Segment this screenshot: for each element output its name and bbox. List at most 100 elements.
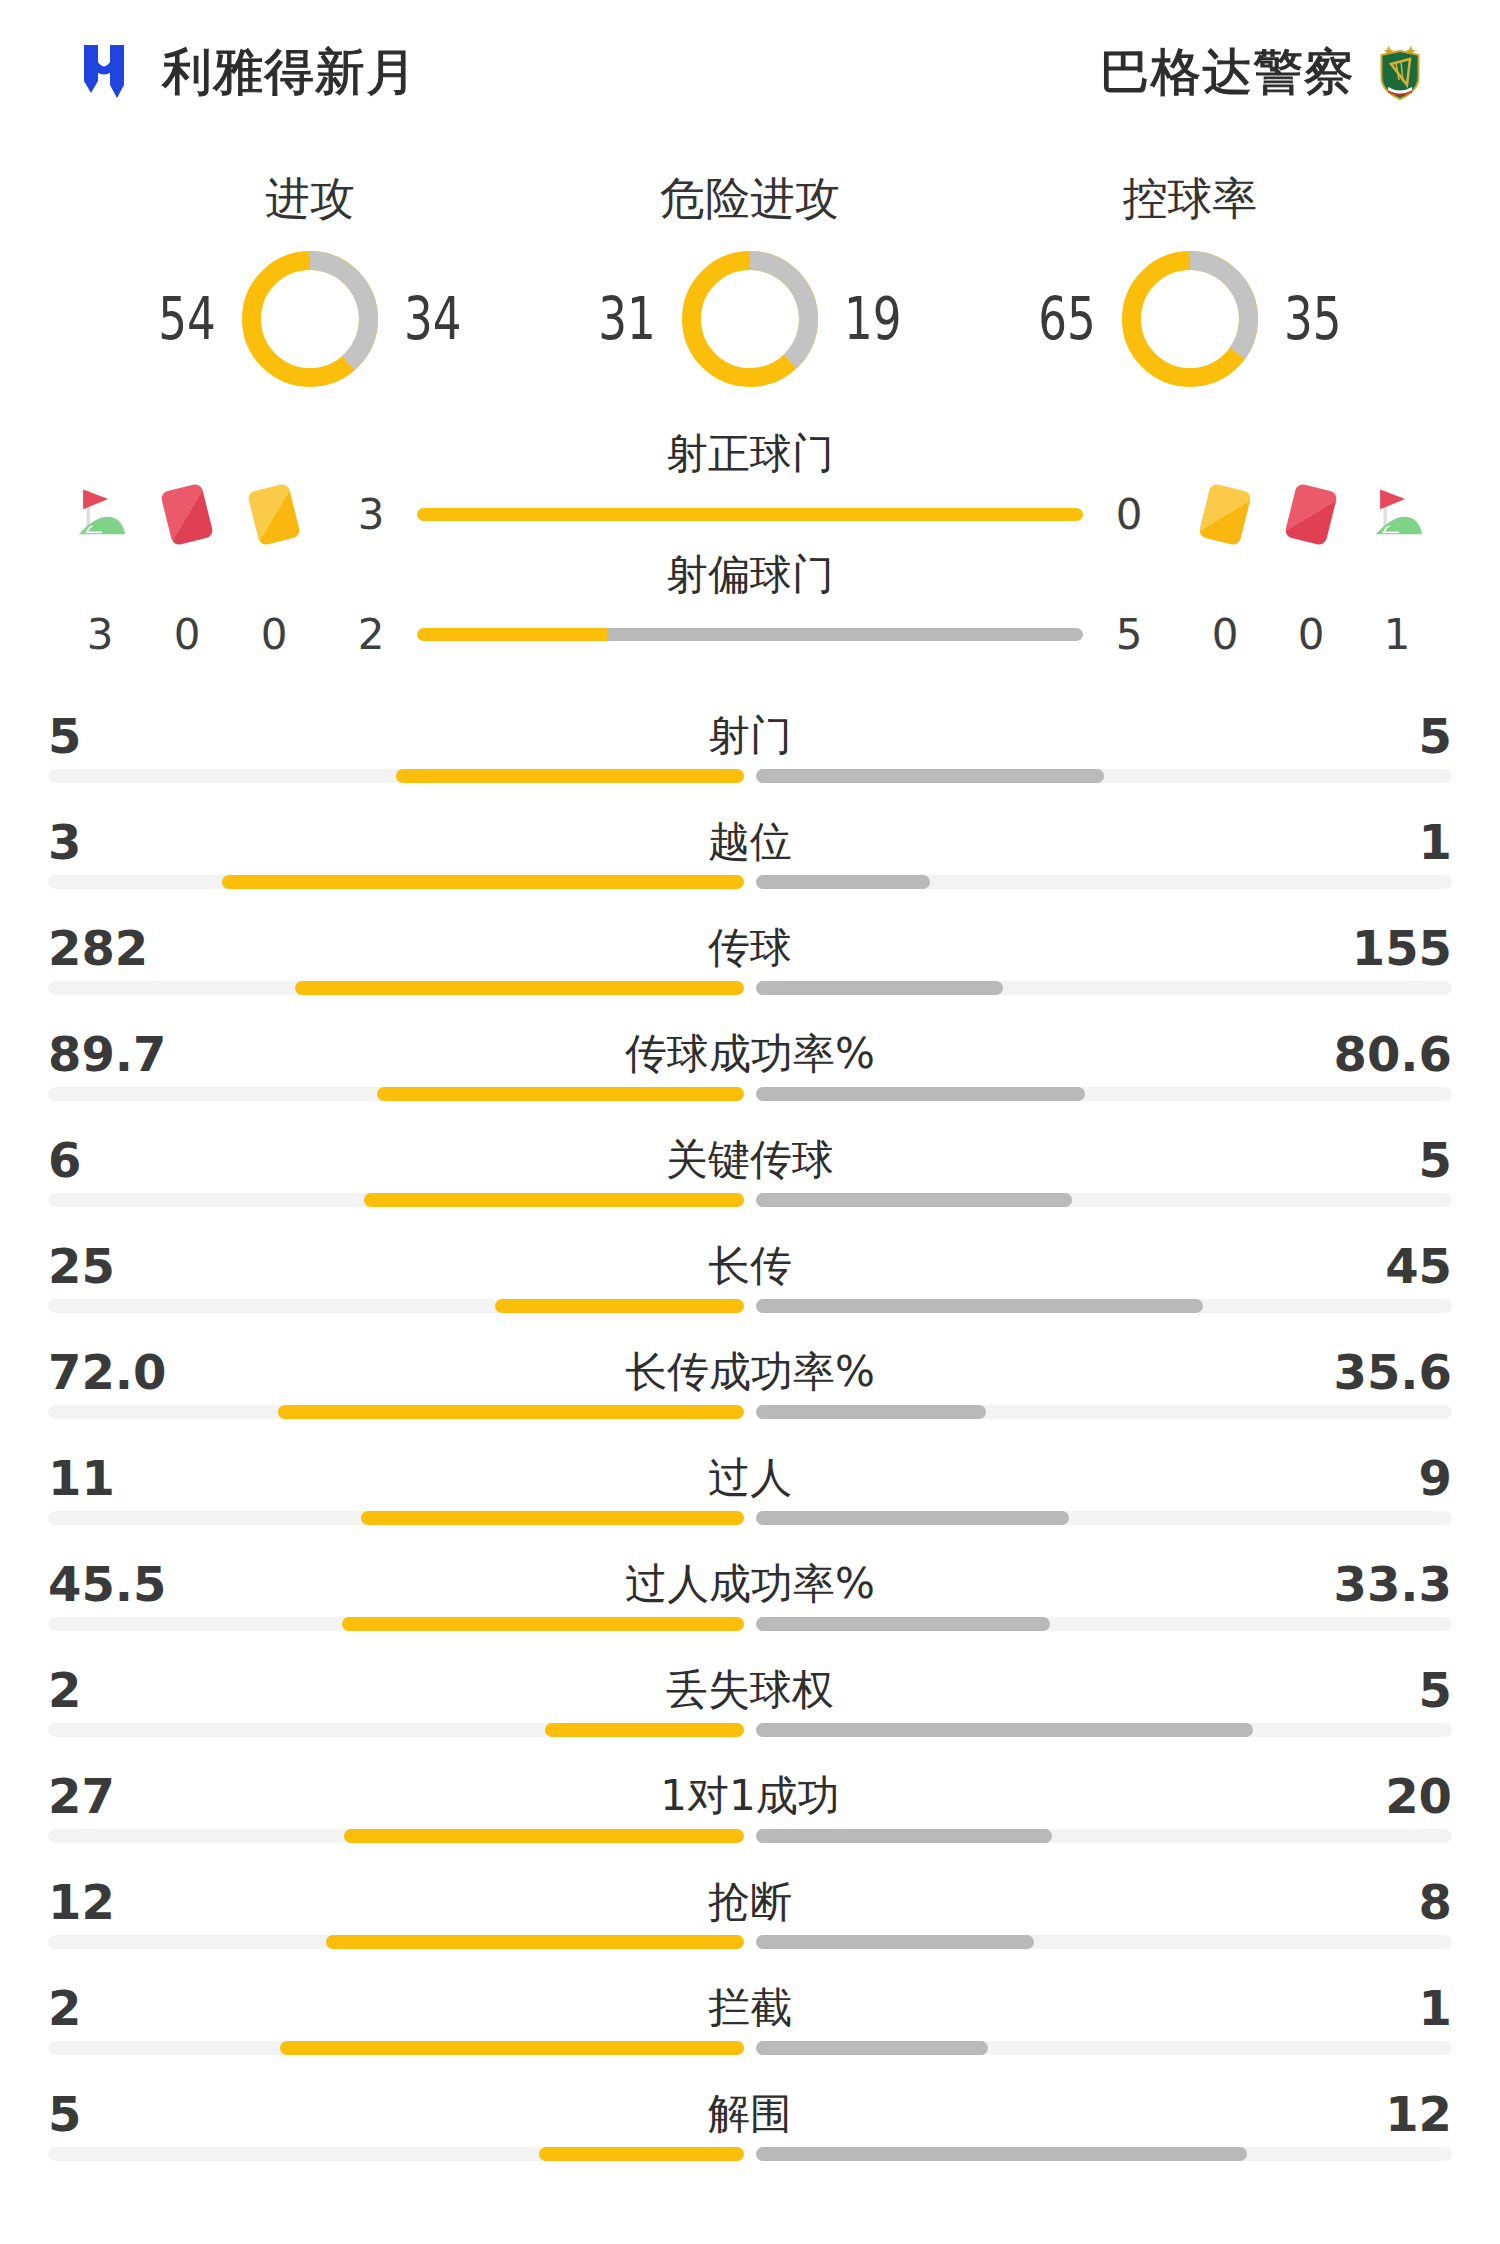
- stat-home-value: 6: [48, 1132, 81, 1188]
- stat-bars: [48, 1617, 1452, 1631]
- stat-away-bar: [756, 875, 930, 889]
- stat-label: 射门: [708, 708, 792, 764]
- shots-off-target-home-value: 2: [343, 610, 399, 659]
- stat-label: 过人: [708, 1450, 792, 1506]
- donut-chart: 3119: [530, 251, 970, 387]
- stat-away-bar: [756, 1829, 1052, 1843]
- stat-away-value: 80.6: [1334, 1026, 1452, 1082]
- stat-label: 过人成功率%: [625, 1556, 875, 1612]
- stat-bars: [48, 1193, 1452, 1207]
- away-team: 巴格达警察: [1100, 39, 1425, 106]
- donut-away-value: 35: [1284, 285, 1364, 353]
- stat-bars: [48, 1723, 1452, 1737]
- stat-home-value: 2: [48, 1980, 81, 2036]
- stat-away-value: 33.3: [1334, 1556, 1452, 1612]
- stat-label: 抢断: [708, 1874, 792, 1930]
- stat-away-bar: [756, 1723, 1253, 1737]
- home-yellow-cards-value: 0: [246, 610, 302, 659]
- stat-away-bar: [756, 1935, 1034, 1949]
- donut-labels: 进攻危险进攻控球率: [0, 176, 1500, 222]
- stat-row: 45.5 过人成功率% 33.3: [48, 1551, 1452, 1657]
- donut-chart: 65 35: [970, 251, 1410, 387]
- stat-label: 传球成功率%: [625, 1026, 875, 1082]
- stat-home-value: 282: [48, 920, 148, 976]
- shots-off-target-label: 射偏球门: [0, 552, 1500, 598]
- stat-away-bar: [756, 1617, 1050, 1631]
- stat-row: 25 长传 45: [48, 1233, 1452, 1339]
- away-red-card-icon: [1283, 487, 1339, 542]
- stat-home-value: 25: [48, 1238, 115, 1294]
- stat-bars: [48, 1935, 1452, 1949]
- stat-home-bar: [396, 769, 744, 783]
- stat-away-bar: [756, 981, 1003, 995]
- stat-home-value: 45.5: [48, 1556, 166, 1612]
- stat-away-value: 20: [1385, 1768, 1452, 1824]
- stat-away-bar: [756, 2041, 988, 2055]
- stat-label: 关键传球: [666, 1132, 834, 1188]
- stat-home-value: 2: [48, 1662, 81, 1718]
- donut-ring: [242, 251, 378, 387]
- away-yellow-card-icon: [1197, 487, 1253, 542]
- stat-home-bar: [377, 1087, 744, 1101]
- stat-home-value: 27: [48, 1768, 115, 1824]
- stat-home-value: 72.0: [48, 1344, 166, 1400]
- donut-charts: 54 34 3119 65 35: [0, 251, 1500, 387]
- home-corners-value: 3: [72, 610, 128, 659]
- stat-row: 89.7 传球成功率% 80.6: [48, 1021, 1452, 1127]
- stat-away-value: 5: [1419, 708, 1452, 764]
- stat-row: 11 过人 9: [48, 1445, 1452, 1551]
- donut-home-value: 65: [1016, 285, 1096, 353]
- home-team: 利雅得新月: [82, 39, 417, 106]
- stat-label: 长传成功率%: [625, 1344, 875, 1400]
- header: 利雅得新月 巴格达警察: [48, 40, 1452, 104]
- shots-off-target-bar: [417, 628, 1083, 641]
- shots-on-target-home-value: 3: [343, 490, 399, 539]
- stat-home-bar: [326, 1935, 744, 1949]
- stat-home-value: 5: [48, 2086, 81, 2142]
- stat-label: 长传: [708, 1238, 792, 1294]
- stat-home-value: 3: [48, 814, 81, 870]
- stat-row: 3 越位 1: [48, 809, 1452, 915]
- donut-label: 进攻: [90, 176, 530, 222]
- stat-home-bar: [280, 2041, 744, 2055]
- stat-away-value: 1: [1419, 814, 1452, 870]
- stat-away-value: 8: [1419, 1874, 1452, 1930]
- shots-on-target-bar: [417, 508, 1083, 521]
- stat-away-bar: [756, 1193, 1072, 1207]
- stat-home-bar: [361, 1511, 744, 1525]
- home-red-cards-value: 0: [159, 610, 215, 659]
- stat-row: 72.0 长传成功率% 35.6: [48, 1339, 1452, 1445]
- stat-home-bar: [495, 1299, 744, 1313]
- stat-label: 解围: [708, 2086, 792, 2142]
- donut-home-value: 54: [136, 285, 216, 353]
- stat-row: 282 传球 155: [48, 915, 1452, 1021]
- home-red-card-icon: [159, 487, 215, 542]
- stat-home-value: 11: [48, 1450, 115, 1506]
- stat-bars: [48, 1299, 1452, 1313]
- stat-row: 2 丢失球权 5: [48, 1657, 1452, 1763]
- away-corners-value: 1: [1369, 610, 1425, 659]
- stat-home-value: 5: [48, 708, 81, 764]
- stat-bars: [48, 981, 1452, 995]
- stat-label: 丢失球权: [666, 1662, 834, 1718]
- donut-ring: [1122, 251, 1258, 387]
- shots-on-target-away-value: 0: [1101, 490, 1157, 539]
- donut-away-value: 34: [404, 285, 484, 353]
- stat-home-bar: [539, 2147, 744, 2161]
- stat-home-bar: [344, 1829, 744, 1843]
- stats-list: 5 射门 5 3 越位 1 282 传球 155: [48, 703, 1452, 2187]
- stat-away-value: 45: [1385, 1238, 1452, 1294]
- stat-away-bar: [756, 1405, 986, 1419]
- match-stats-page: 利雅得新月 巴格达警察 进攻危险进攻控球率 543431196535 射正球门: [0, 40, 1500, 2187]
- stat-label: 拦截: [708, 1980, 792, 2036]
- stat-home-bar: [278, 1405, 744, 1419]
- stat-away-value: 9: [1419, 1450, 1452, 1506]
- stat-bars: [48, 2147, 1452, 2161]
- stat-away-value: 5: [1419, 1132, 1452, 1188]
- stat-bars: [48, 2041, 1452, 2055]
- donut-away-value: 19: [844, 285, 924, 353]
- stat-label: 1对1成功: [660, 1768, 839, 1824]
- donut-label: 控球率: [970, 176, 1410, 222]
- away-corner-flag-icon: [1369, 486, 1425, 542]
- stat-away-bar: [756, 1511, 1069, 1525]
